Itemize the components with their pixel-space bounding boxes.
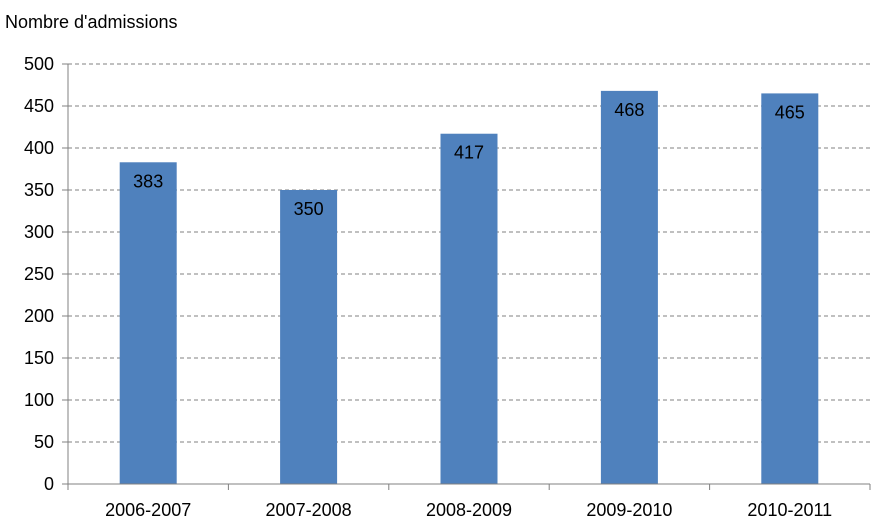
- y-tick-label: 300: [24, 222, 54, 242]
- x-tick-label: 2010-2011: [747, 500, 832, 520]
- x-tick-label: 2007-2008: [266, 500, 352, 520]
- y-tick-label: 100: [24, 390, 54, 410]
- bar: [440, 133, 498, 484]
- bar: [119, 162, 177, 484]
- data-label: 417: [454, 143, 484, 163]
- x-tick-label: 2006-2007: [105, 500, 191, 520]
- y-tick-label: 250: [24, 264, 54, 284]
- y-tick-label: 450: [24, 96, 54, 116]
- x-tick-label: 2009-2010: [586, 500, 672, 520]
- data-label: 465: [775, 102, 805, 122]
- bar: [280, 190, 338, 484]
- y-tick-label: 400: [24, 138, 54, 158]
- y-tick-label: 150: [24, 348, 54, 368]
- y-tick-label: 50: [34, 432, 54, 452]
- data-label: 468: [614, 100, 644, 120]
- y-axis-label: Nombre d'admissions: [5, 12, 178, 32]
- y-tick-label: 500: [24, 54, 54, 74]
- data-label: 350: [294, 199, 324, 219]
- bar: [761, 93, 819, 485]
- bar: [600, 90, 658, 484]
- y-tick-label: 200: [24, 306, 54, 326]
- data-label: 383: [133, 171, 163, 191]
- y-tick-label: 350: [24, 180, 54, 200]
- y-tick-label: 0: [44, 474, 54, 494]
- x-tick-label: 2008-2009: [426, 500, 512, 520]
